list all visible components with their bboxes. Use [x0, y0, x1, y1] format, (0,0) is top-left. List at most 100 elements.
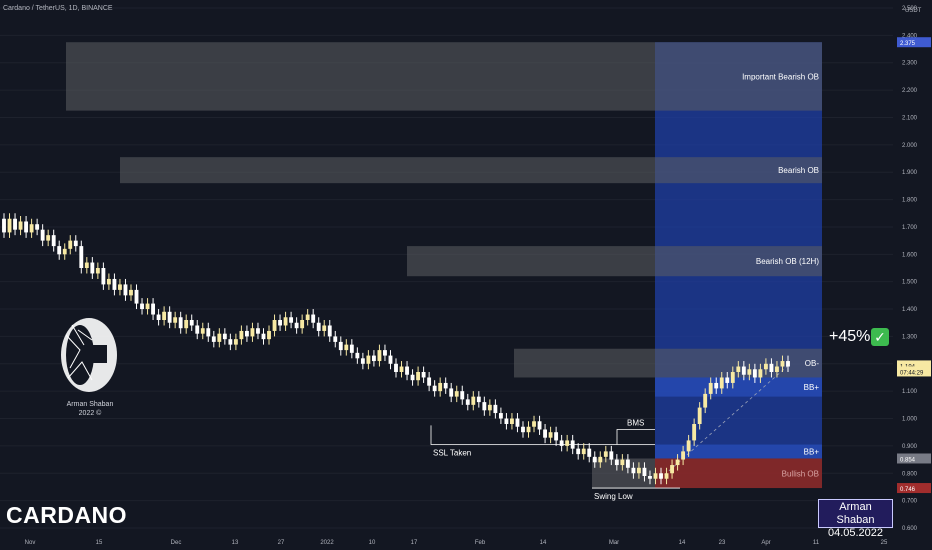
candle	[692, 424, 697, 441]
y-tick-label: 1.500	[902, 280, 918, 286]
logo-caption-line2: 2022 ©	[78, 410, 102, 417]
candle	[460, 391, 465, 400]
candle	[487, 404, 492, 411]
x-tick-label: Feb	[475, 540, 486, 546]
candle	[344, 344, 349, 351]
candle	[178, 317, 183, 329]
price-badge-label: 0.746	[900, 487, 916, 493]
candle	[156, 314, 161, 320]
y-tick-label: 0.900	[902, 444, 918, 450]
order-block-zone	[514, 348, 822, 378]
time-axis: Nov 15 Dec 13 27 2022 10 17 Feb 14 Mar 14 23 Apr 11 25	[25, 540, 888, 546]
candle	[653, 473, 658, 479]
candle	[250, 328, 255, 337]
candle	[565, 440, 570, 446]
candle	[46, 235, 51, 241]
annotation-label: BMS	[627, 418, 644, 427]
zone-label: BB+	[804, 383, 820, 392]
candle	[758, 369, 763, 378]
order-block-zone	[66, 42, 822, 111]
candle	[73, 240, 78, 247]
candle	[670, 465, 674, 474]
check-icon: ✓	[871, 328, 889, 346]
candle	[438, 382, 443, 392]
y-tick-label: 1.600	[902, 252, 918, 258]
candle	[338, 341, 343, 351]
candle	[482, 402, 487, 411]
candle	[228, 339, 233, 345]
x-tick-label: 23	[719, 540, 726, 546]
zone-label: Bearish OB	[778, 166, 819, 175]
candle	[322, 325, 327, 331]
y-tick-label: 1.100	[902, 389, 918, 395]
candle	[521, 426, 525, 433]
candle	[278, 320, 282, 326]
candle	[118, 284, 122, 290]
price-badge	[897, 366, 931, 377]
candle	[465, 399, 470, 405]
candle	[383, 350, 387, 356]
candle	[631, 467, 636, 474]
x-tick-label: Dec	[171, 540, 182, 546]
candle	[267, 330, 271, 340]
signature-box: Arman Shaban 04.05.2022	[818, 499, 893, 539]
candle	[371, 355, 376, 362]
candle	[101, 268, 106, 285]
candle	[189, 320, 194, 326]
symbol-title: Cardano / TetherUS, 1D, BINANCE	[3, 5, 113, 12]
candle	[300, 320, 305, 329]
candle	[504, 418, 509, 424]
ssl-line	[430, 425, 655, 445]
candle	[570, 440, 575, 449]
y-tick-label: 1.400	[902, 307, 918, 313]
y-tick-label: 0.800	[902, 471, 918, 477]
candle	[239, 330, 244, 340]
candle	[333, 336, 338, 342]
zone-label: Bearish OB (12H)	[756, 257, 819, 266]
price-badge	[897, 37, 931, 48]
x-tick-label: 13	[232, 540, 239, 546]
candle	[311, 314, 316, 323]
x-tick-label: 10	[369, 540, 376, 546]
x-tick-label: 14	[679, 540, 686, 546]
candle	[741, 366, 746, 375]
candle	[642, 467, 647, 476]
candle	[151, 303, 156, 315]
x-tick-label: 2022	[320, 540, 334, 546]
candle	[537, 421, 542, 430]
candle	[206, 328, 211, 337]
candle	[714, 382, 719, 389]
candle	[394, 363, 398, 372]
x-tick-label: 27	[278, 540, 285, 546]
candle	[719, 377, 724, 389]
candle	[112, 278, 117, 290]
candle	[29, 224, 34, 233]
candle	[173, 317, 178, 323]
candle	[57, 246, 62, 255]
candle	[222, 333, 227, 340]
candle	[283, 317, 288, 326]
candle	[476, 396, 481, 403]
candle	[609, 451, 614, 460]
order-block-zones	[66, 42, 822, 489]
candle	[233, 339, 238, 345]
candle	[90, 262, 95, 274]
annotation-label: SSL Taken	[433, 449, 471, 458]
candle	[349, 344, 354, 353]
currency-label: USDT	[905, 8, 922, 14]
candle	[134, 289, 139, 304]
candle	[355, 352, 360, 359]
y-tick-label: 0.600	[902, 526, 918, 532]
candle	[68, 240, 73, 249]
zone-label: Bullish OB	[782, 469, 819, 478]
order-block-zone	[655, 377, 822, 397]
x-tick-label: 25	[881, 540, 888, 546]
candle	[736, 366, 741, 372]
candle	[614, 459, 619, 466]
candle	[366, 355, 371, 364]
candle	[786, 361, 790, 367]
candle	[708, 382, 713, 394]
candle	[498, 413, 503, 419]
